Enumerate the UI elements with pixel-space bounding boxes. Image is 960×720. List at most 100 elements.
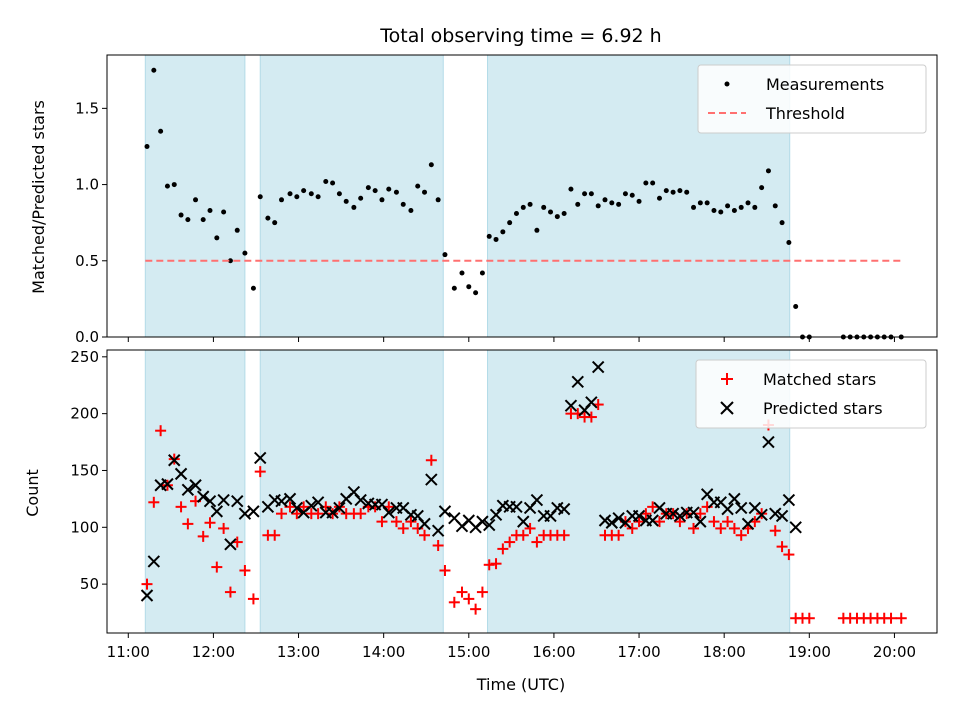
measurement-point xyxy=(308,191,314,197)
matched-point xyxy=(715,522,727,534)
measurement-point xyxy=(799,334,805,340)
matched-point xyxy=(694,508,706,520)
matched-point xyxy=(376,516,388,528)
measurement-point xyxy=(193,197,199,203)
matched-point xyxy=(254,466,266,478)
predicted-point xyxy=(305,499,318,512)
bottom-x-tick-label: 15:00 xyxy=(447,643,490,661)
bottom-observing-window-0 xyxy=(144,349,246,634)
predicted-point xyxy=(196,490,210,503)
measurement-point xyxy=(513,211,519,217)
predicted-point xyxy=(585,396,598,409)
measurement-point xyxy=(214,235,220,241)
observing-windows-layer xyxy=(144,54,791,634)
bottom-series-0 xyxy=(141,399,907,624)
measurement-point xyxy=(561,211,567,217)
measurement-point xyxy=(435,197,441,203)
matched-point xyxy=(276,508,288,520)
measurement-point xyxy=(486,233,492,239)
bottom-y-tick-label: 200 xyxy=(70,405,99,423)
legend-measurements-marker xyxy=(724,81,730,87)
measurement-point xyxy=(200,217,206,223)
matched-point xyxy=(448,596,460,608)
legend-predicted-marker xyxy=(720,401,734,415)
measurement-point xyxy=(779,220,785,226)
measurement-point xyxy=(372,188,378,194)
measurement-point xyxy=(479,270,485,276)
measurement-point xyxy=(158,128,164,134)
predicted-point xyxy=(755,508,768,522)
predicted-point xyxy=(598,514,612,527)
measurement-point xyxy=(650,180,656,186)
bottom-x-axis-label: Time (UTC) xyxy=(476,675,565,694)
measurement-point xyxy=(144,143,150,149)
measurement-point xyxy=(466,284,472,290)
bottom-x-tick-label: 19:00 xyxy=(788,643,831,661)
predicted-point xyxy=(311,496,325,509)
predicted-point xyxy=(189,479,202,492)
predicted-point xyxy=(290,501,304,515)
measurement-point xyxy=(636,198,642,204)
matched-point xyxy=(531,536,543,548)
measurement-point xyxy=(548,209,554,215)
predicted-point xyxy=(571,375,584,389)
matched-point xyxy=(626,522,638,534)
measurement-point xyxy=(323,179,329,185)
predicted-point xyxy=(168,454,181,467)
bottom-x-tick-label: 16:00 xyxy=(532,643,575,661)
measurement-point xyxy=(786,239,792,245)
measurement-point xyxy=(442,252,448,258)
matched-point xyxy=(776,541,788,553)
measurement-point xyxy=(854,334,860,340)
predicted-point xyxy=(425,473,438,486)
measurement-point xyxy=(588,191,594,197)
top-y-tick-label: 0.0 xyxy=(75,328,99,346)
matched-point xyxy=(558,529,570,541)
top-series-0 xyxy=(144,67,904,340)
measurement-point xyxy=(704,200,710,206)
measurement-point xyxy=(250,285,256,291)
matched-point xyxy=(470,603,482,615)
measurement-point xyxy=(242,250,248,256)
predicted-point xyxy=(721,502,734,516)
measurement-point xyxy=(595,203,601,209)
predicted-point xyxy=(775,509,789,523)
measurement-point xyxy=(408,207,414,213)
bottom-observing-window-1 xyxy=(259,349,444,634)
matched-point xyxy=(483,559,495,571)
matched-point xyxy=(405,516,417,528)
axes-frames-layer xyxy=(106,54,938,634)
measurement-point xyxy=(541,204,547,210)
predicted-point xyxy=(438,505,452,518)
measurement-point xyxy=(677,188,683,194)
matched-point xyxy=(708,516,720,528)
measurement-point xyxy=(629,192,635,198)
measurement-point xyxy=(422,189,428,195)
measurement-point xyxy=(358,195,364,201)
matched-point xyxy=(895,612,907,624)
predicted-point xyxy=(564,399,578,412)
measurement-point xyxy=(386,186,392,192)
bottom-x-tick-label: 11:00 xyxy=(107,643,150,661)
top-legend-box xyxy=(697,64,927,134)
measurement-point xyxy=(330,180,336,186)
predicted-point xyxy=(632,509,646,523)
measurement-point xyxy=(847,334,853,340)
bottom-x-tick-label: 17:00 xyxy=(617,643,660,661)
matched-point xyxy=(524,522,536,534)
measurement-point xyxy=(428,162,434,168)
matched-point xyxy=(783,549,795,561)
measurement-point xyxy=(759,185,765,191)
predicted-point xyxy=(734,501,748,515)
matched-point xyxy=(224,586,236,598)
bottom-y-tick-label: 100 xyxy=(70,518,99,536)
measurement-point xyxy=(643,180,649,186)
matched-point xyxy=(439,564,451,576)
bottom-x-tick-label: 13:00 xyxy=(277,643,320,661)
bottom-x-tick-label: 20:00 xyxy=(873,643,916,661)
top-y-tick-label: 0.5 xyxy=(75,252,99,270)
measurement-point xyxy=(616,201,622,207)
matched-point xyxy=(735,529,747,541)
measurement-point xyxy=(738,204,744,210)
